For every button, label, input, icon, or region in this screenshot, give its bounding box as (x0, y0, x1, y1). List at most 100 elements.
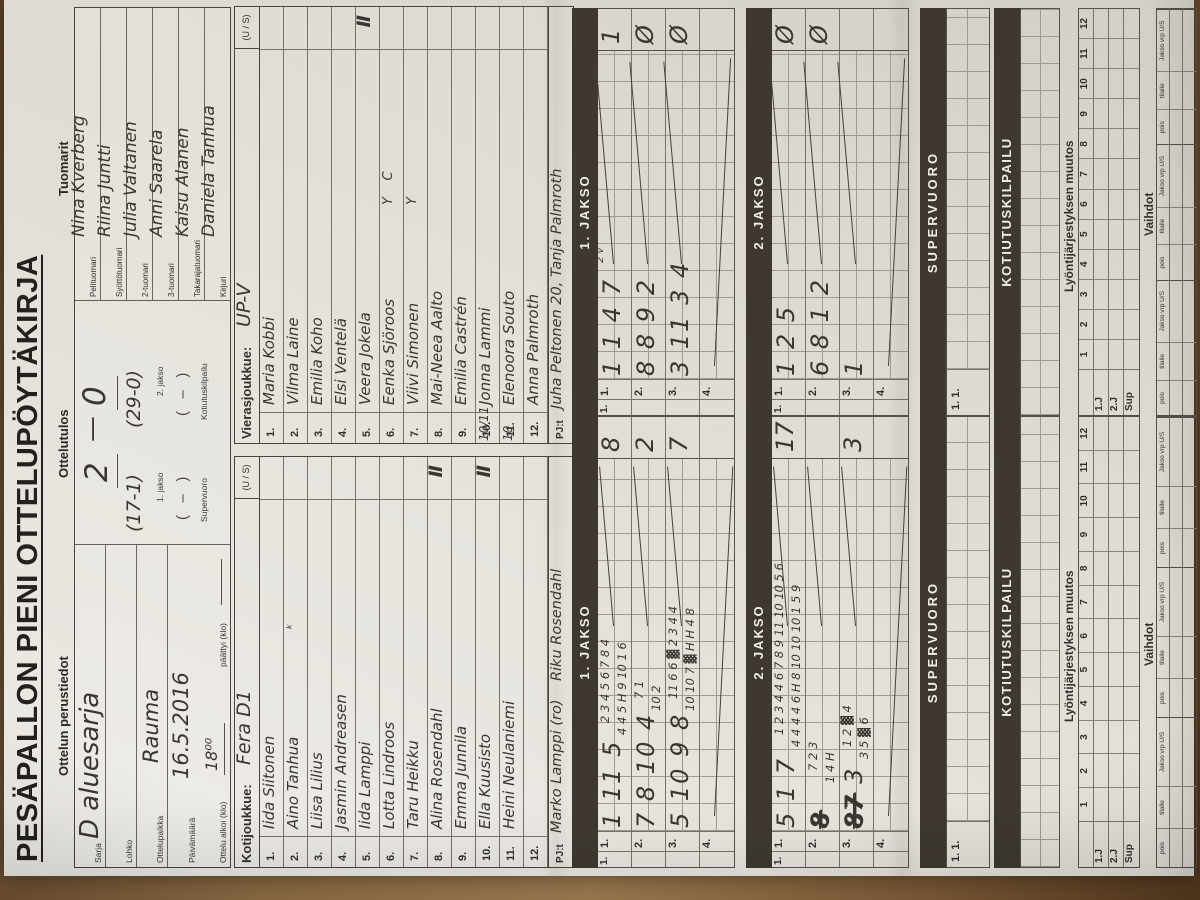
batter-sequence-line2: 1 4 H (823, 752, 837, 783)
player-number: 8. (433, 851, 445, 861)
muutos-column-header: 9 (1079, 517, 1093, 551)
player-name: Jonna Lammi (476, 307, 494, 405)
muutos-row: Sup (1124, 417, 1139, 867)
player-name: Iida Siitonen (260, 735, 278, 829)
vaihdot-cell (1183, 786, 1196, 828)
away-coach-row: PJ:t Juha Peltonen 20, Tanja Palmroth (548, 7, 573, 443)
player-number: 1. (265, 851, 277, 861)
strike-line (714, 466, 734, 817)
batters-big-numbers: 8 8 9 2 (632, 278, 660, 376)
vaihdot-column-header: Jakso vrp U/S (1157, 567, 1169, 636)
player-number: 6. (385, 427, 397, 437)
period-grid-row: 2. 8 8 9 2 Ø (629, 9, 666, 415)
row-number-label: 3. (840, 831, 873, 851)
vaihdot-cell (1170, 206, 1182, 245)
batters-big-numbers: 7 8 10 4 (632, 713, 660, 828)
away-player-row: 6. Eenka Sjöroos Y C (380, 7, 404, 443)
match-info-label: Ottelupaikka (155, 815, 165, 863)
player-name: Emma Junnila (452, 725, 470, 829)
muutos-cell (1094, 449, 1108, 484)
vaihdot-cell (1170, 71, 1182, 110)
muutos-cell (1109, 652, 1123, 686)
supervuoro-bar: SUPERVUORO (920, 416, 946, 868)
batters-big-numbers: 6 8 1 2 (806, 278, 834, 376)
player-name: Ella Kuusisto (476, 733, 494, 829)
muutos-row: 1.J (1094, 417, 1109, 867)
home-team-label: Kotijoukkue: (239, 784, 254, 863)
batter-sequence-line1: 2 3 4 5 6 7 8 4 (598, 638, 612, 723)
vaihdot-cell (1183, 486, 1196, 528)
us-column-divider (308, 49, 331, 50)
row-number-label: 4. (700, 831, 734, 851)
period-bar-label: 1. JAKSO (572, 416, 598, 868)
kotiutuskilpailu-cells (1020, 8, 1060, 416)
batting-cells: 7 8 10 4 7 1 10 2 (632, 459, 665, 831)
player-name: Viivi Simonen (404, 302, 422, 405)
referee-name: Nina Kverberg (69, 115, 89, 237)
coach-names: Juha Peltonen 20, Tanja Palmroth (549, 168, 565, 409)
referee-role-label: Syöttötuomari (115, 247, 124, 297)
match-info-value: Rauma (139, 688, 163, 763)
row-number-label: 1. (598, 379, 631, 399)
vaihdot-cell (1170, 279, 1182, 342)
runs-total-cell: 3 (839, 417, 873, 459)
referee-role-label: Takarajatuomari (193, 240, 202, 297)
row-outer-label (874, 851, 908, 867)
muutos-cell (1094, 618, 1108, 653)
muutos-cell (1094, 417, 1108, 450)
runs-total-value: 17 (771, 421, 799, 452)
runs-total-cell: 1 (597, 9, 631, 51)
vaihdot-cell (1170, 717, 1182, 786)
vaihdot-column-header: pois (1157, 678, 1169, 717)
runs-total-cell (700, 9, 734, 51)
muutos-column-header: 6 (1079, 618, 1093, 653)
referee-row: Kirjuri Daniela Tanhua (199, 8, 230, 301)
muutos-cell (1124, 517, 1139, 551)
scribbled-number: 87 (840, 793, 868, 828)
vaihdot-cell (1183, 567, 1196, 636)
batter-sequence-line1: 7 1 (632, 680, 646, 699)
runs-total-cell: 7 (665, 417, 699, 459)
strike-line (599, 467, 615, 627)
us-column-divider (356, 49, 379, 50)
period-bar-label: 1. JAKSO (572, 8, 598, 416)
vaihdot-column-header: tilalle (1157, 486, 1169, 528)
strike-line (595, 61, 615, 265)
big-number: 3 11 3 4 (666, 260, 694, 376)
period-grid-rows: 1. 1. 1 2 5 Ø 2. 6 8 1 2 Ø 3. 1 4. (769, 8, 909, 416)
away-roster-header: Vierasjoukkue: UP-V (U / S) (233, 7, 260, 443)
vaihdot-column-header: Jakso vrp U/S (1157, 144, 1169, 207)
us-column-divider (284, 499, 307, 500)
muutos-cell (1094, 584, 1108, 619)
match-info-label: Sarja (93, 843, 103, 863)
period-grid-row: 1. 1. 1 2 5 Ø (769, 9, 806, 415)
player-number: 12. (529, 845, 541, 861)
row-outer-label: 1. (772, 399, 805, 415)
muutos-row-label: 1.J (1094, 821, 1108, 867)
vaihdot-cell (1183, 528, 1196, 567)
batter-sequence-line1: 1 2 ▓ 4 (840, 705, 854, 747)
coach-label: PJ:t (555, 420, 566, 439)
muutos-cell (1124, 128, 1139, 159)
score-away-line (117, 376, 118, 410)
player-name: Elenoora Souto (500, 290, 518, 405)
muutos-cell (1109, 278, 1123, 309)
muutos-cell (1124, 787, 1139, 821)
vaihdot-heading: Vaihdot (1142, 622, 1156, 666)
player-name: Taru Heikku (404, 740, 422, 829)
home-player-row: 4. Jasmin Andreasen (332, 457, 356, 867)
us-column-divider (452, 499, 475, 500)
muutos-column-header: 8 (1079, 551, 1093, 585)
us-column-divider (404, 49, 427, 50)
player-number: 9. (457, 851, 469, 861)
vaihdot-row (1170, 417, 1183, 867)
supervuoro-bar: SUPERVUORO (920, 8, 946, 416)
form-title: PESÄPALLON PIENI OTTELUPÖYTÄKIRJA (12, 254, 44, 862)
player-number: 1. (265, 427, 277, 437)
row-number-label: 2. (632, 379, 665, 399)
row-outer-label: 1. (598, 399, 631, 415)
muutos-cell (1109, 483, 1123, 518)
muutos-cell (1124, 158, 1139, 189)
score-home: 2 (79, 462, 115, 482)
